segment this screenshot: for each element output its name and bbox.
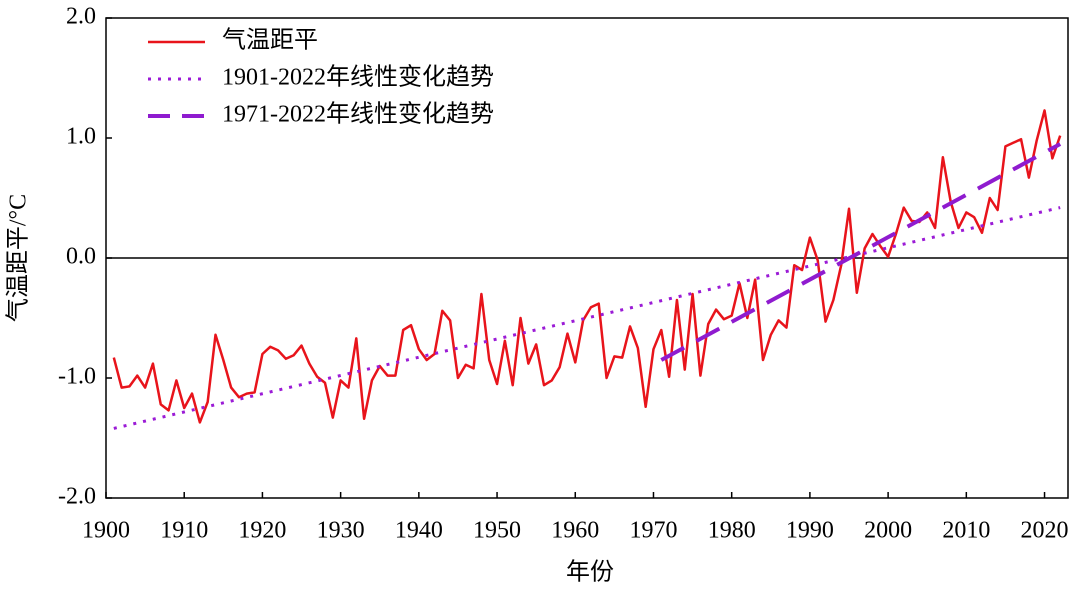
series-line xyxy=(113,206,1061,430)
x-tick-label: 1900 xyxy=(82,518,130,544)
y-tick-label: 1.0 xyxy=(66,124,96,150)
x-tick-label: 2010 xyxy=(942,518,990,544)
legend-label: 1971-2022年线性变化趋势 xyxy=(222,101,494,128)
x-tick-label: 1910 xyxy=(160,518,208,544)
legend-label: 1901-2022年线性变化趋势 xyxy=(222,64,494,91)
y-tick-label: -1.0 xyxy=(58,364,96,390)
y-tick-label: -2.0 xyxy=(58,484,96,510)
x-tick-label: 1920 xyxy=(238,518,286,544)
x-tick-label: 1930 xyxy=(317,518,365,544)
y-axis-title: 气温距平/°C xyxy=(5,194,32,322)
x-tick-label: 1990 xyxy=(786,518,834,544)
x-tick-label: 2000 xyxy=(864,518,912,544)
y-tick-label: 0.0 xyxy=(66,244,96,270)
x-tick-label: 1940 xyxy=(395,518,443,544)
x-tick-label: 2020 xyxy=(1021,518,1069,544)
series-line xyxy=(660,142,1062,362)
legend-label: 气温距平 xyxy=(222,27,318,54)
x-tick-label: 1950 xyxy=(473,518,521,544)
x-tick-label: 1970 xyxy=(629,518,677,544)
y-tick-label: 2.0 xyxy=(66,4,96,30)
x-tick-label: 1980 xyxy=(708,518,756,544)
x-axis-title: 年份 xyxy=(566,559,614,586)
series-line xyxy=(112,109,1062,424)
x-tick-label: 1960 xyxy=(551,518,599,544)
